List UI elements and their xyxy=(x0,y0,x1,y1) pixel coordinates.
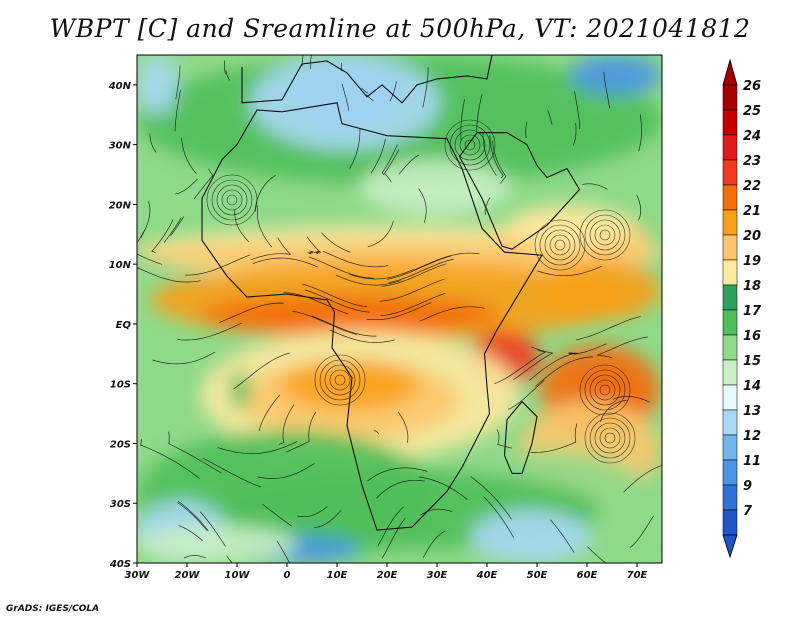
colorbar-label: 15 xyxy=(743,354,761,369)
colorbar-label: 21 xyxy=(743,204,761,219)
coastline-madagascar xyxy=(503,400,538,474)
coastline-arabia xyxy=(458,132,581,250)
colorbar: 26 25 24 23 22 21 20 19 18 17 16 15 14 13 12 11 9 7 xyxy=(722,58,762,559)
footer-credit: GrADS: IGES/COLA xyxy=(6,604,100,614)
x-tick-label: 70E xyxy=(627,570,648,581)
colorbar-swatch xyxy=(722,484,738,511)
colorbar-swatch xyxy=(722,159,738,186)
latitude-axis: 40N 30N 20N 10N EQ 10S 20S 30S 40S xyxy=(108,81,137,570)
map-title: WBPT [C] and Sreamline at 500hPa, VT: 20… xyxy=(49,14,751,43)
x-tick-label: 50E xyxy=(527,570,548,581)
y-tick-label: EQ xyxy=(116,320,132,331)
colorbar-swatch xyxy=(722,234,738,261)
colorbar-swatch xyxy=(722,409,738,436)
y-tick-label: 40S xyxy=(109,559,131,570)
colorbar-swatch xyxy=(722,309,738,336)
x-tick-label: 0 xyxy=(284,570,291,581)
y-tick-label: 10N xyxy=(109,260,132,271)
colorbar-label: 18 xyxy=(743,279,761,294)
colorbar-label: 17 xyxy=(743,304,762,319)
y-tick-label: 30S xyxy=(110,499,131,510)
y-tick-label: 30N xyxy=(109,141,132,152)
coastline-europe xyxy=(241,55,493,104)
colorbar-swatch xyxy=(722,434,738,461)
colorbar-label: 16 xyxy=(743,329,761,344)
x-tick-label: 10W xyxy=(225,570,251,581)
streamlines xyxy=(137,55,662,563)
colorbar-label: 7 xyxy=(743,504,753,519)
y-tick-label: 10S xyxy=(110,380,131,391)
colorbar-label: 19 xyxy=(743,254,761,269)
coastline-africa xyxy=(201,102,543,531)
colorbar-swatch xyxy=(722,509,738,536)
colorbar-label: 22 xyxy=(743,179,761,194)
colorbar-label: 14 xyxy=(743,379,761,394)
x-tick-label: 10E xyxy=(327,570,348,581)
x-tick-label: 40E xyxy=(476,570,498,581)
colorbar-swatch xyxy=(722,384,738,411)
colorbar-label: 12 xyxy=(743,429,761,444)
colorbar-label: 11 xyxy=(743,454,761,469)
colorbar-label: 24 xyxy=(743,129,761,144)
y-tick-label: 20N xyxy=(109,200,132,211)
colorbar-label: 25 xyxy=(743,104,761,119)
x-tick-label: 30W xyxy=(125,570,151,581)
x-tick-label: 30E xyxy=(427,570,448,581)
colorbar-swatch xyxy=(722,284,738,311)
colorbar-bottom-arrow xyxy=(722,534,738,559)
x-tick-label: 20W xyxy=(175,570,201,581)
wbpt-field xyxy=(137,55,662,563)
y-tick-label: 20S xyxy=(110,439,131,450)
wbpt-shading xyxy=(137,55,662,563)
colorbar-swatch xyxy=(722,259,738,286)
longitude-axis: 30W 20W 10W 0 10E 20E 30E 40E 50E 60E 70E xyxy=(125,563,648,581)
colorbar-swatch xyxy=(722,134,738,161)
x-tick-label: 20E xyxy=(377,570,398,581)
colorbar-swatch xyxy=(722,359,738,386)
x-tick-label: 60E xyxy=(577,570,598,581)
colorbar-label: 13 xyxy=(743,404,761,419)
colorbar-label: 9 xyxy=(743,479,752,494)
colorbar-swatch xyxy=(722,84,738,111)
y-tick-label: 40N xyxy=(108,81,132,92)
colorbar-swatch xyxy=(722,109,738,136)
colorbar-label: 23 xyxy=(743,154,761,169)
colorbar-swatch xyxy=(722,334,738,361)
colorbar-label: 26 xyxy=(743,79,761,94)
colorbar-label: 20 xyxy=(743,229,761,244)
map-frame xyxy=(136,54,663,564)
coastlines xyxy=(201,55,581,531)
colorbar-swatch xyxy=(722,459,738,486)
colorbar-swatch xyxy=(722,209,738,236)
colorbar-top-arrow xyxy=(722,58,738,86)
colorbar-swatch xyxy=(722,184,738,211)
